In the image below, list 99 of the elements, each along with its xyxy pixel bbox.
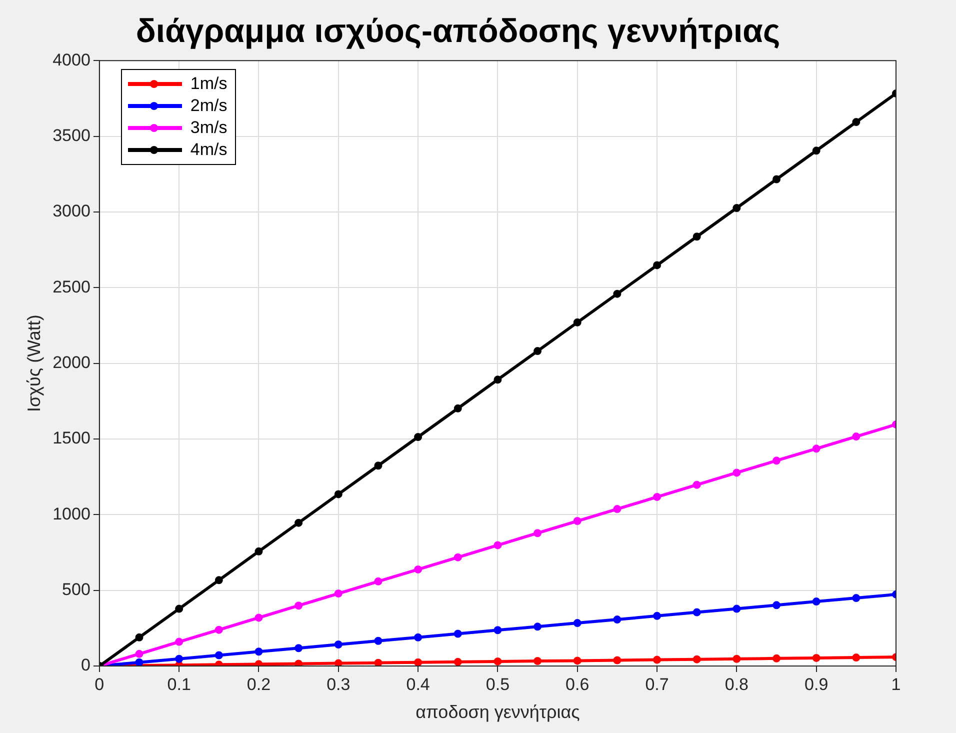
point — [692, 655, 701, 664]
point — [374, 462, 382, 470]
point — [613, 656, 622, 664]
point — [334, 659, 342, 666]
y-tick-label: 500 — [62, 580, 90, 600]
x-tick-label: 0.8 — [724, 674, 749, 694]
point — [494, 626, 502, 634]
point — [732, 468, 741, 477]
point — [414, 565, 422, 574]
point — [613, 290, 622, 298]
x-tick-label: 0.3 — [326, 674, 350, 694]
point — [772, 456, 781, 465]
x-axis-title: αποδοση γεννήτριας — [416, 702, 580, 722]
x-tick-label: 0.2 — [246, 674, 271, 694]
point — [414, 633, 422, 642]
point — [414, 658, 422, 666]
point — [653, 261, 662, 270]
point — [573, 517, 582, 526]
point — [334, 490, 342, 498]
point — [294, 660, 303, 666]
point — [812, 146, 820, 155]
x-tick-label: 0 — [94, 674, 104, 694]
x-tick-label: 1 — [891, 674, 901, 694]
point — [534, 657, 542, 666]
point — [613, 616, 622, 624]
point — [852, 432, 860, 441]
point — [454, 630, 462, 638]
point — [254, 614, 263, 622]
point — [334, 590, 342, 598]
legend-label: 4m/s — [190, 140, 228, 160]
point — [294, 518, 303, 527]
point — [653, 656, 662, 664]
point — [692, 608, 701, 616]
y-tick-label: 2500 — [52, 277, 90, 296]
y-axis-title: Ισχύς (Watt) — [24, 314, 44, 412]
point — [653, 492, 662, 501]
point — [214, 651, 223, 660]
point — [175, 654, 184, 663]
point — [135, 650, 144, 658]
point — [732, 604, 741, 613]
legend-label: 3m/s — [190, 118, 228, 138]
point — [254, 547, 263, 556]
point — [613, 505, 622, 514]
point — [135, 658, 144, 666]
point — [534, 622, 542, 631]
point — [534, 347, 542, 356]
point — [732, 654, 741, 663]
y-tick-label: 3000 — [52, 202, 90, 221]
point — [214, 626, 223, 634]
point — [334, 640, 342, 649]
y-tick-label: 3500 — [52, 126, 90, 145]
chart-title: διάγραμμα ισχύος-απόδοσης γεννήτριας — [136, 12, 780, 49]
point — [732, 204, 741, 212]
x-tick-label: 0.5 — [486, 674, 510, 694]
x-tick-label: 0.7 — [645, 674, 669, 694]
point — [534, 529, 542, 538]
point — [852, 594, 860, 602]
point — [294, 644, 303, 652]
point — [852, 118, 860, 126]
y-tick-label: 4000 — [52, 50, 90, 70]
point — [374, 636, 382, 645]
point — [414, 433, 422, 442]
point — [494, 541, 502, 550]
point — [573, 619, 582, 628]
point — [692, 480, 701, 489]
point — [812, 444, 820, 453]
y-tick-label: 2000 — [52, 352, 90, 372]
point — [812, 654, 820, 662]
point — [573, 318, 582, 326]
x-tick-label: 0.1 — [167, 674, 191, 694]
legend-label: 2m/s — [190, 96, 228, 116]
point — [772, 175, 781, 184]
point — [573, 656, 582, 665]
x-tick-label: 0.9 — [804, 674, 828, 694]
point — [254, 648, 263, 656]
point — [653, 612, 662, 620]
y-tick-label: 1500 — [52, 428, 90, 448]
x-tick-label: 0.4 — [406, 674, 430, 694]
point — [454, 553, 462, 562]
y-tick-label: 1000 — [52, 504, 90, 524]
point — [852, 654, 860, 662]
point — [494, 376, 502, 384]
point — [454, 658, 462, 666]
point — [294, 602, 303, 610]
point — [135, 633, 144, 642]
point — [494, 657, 502, 666]
point — [175, 638, 184, 646]
y-tick-label: 0 — [80, 656, 90, 675]
legend-label: 1m/s — [190, 74, 228, 94]
point — [214, 576, 223, 584]
point — [374, 577, 382, 586]
x-tick-label: 0.6 — [566, 674, 590, 694]
point — [772, 601, 781, 610]
point — [175, 604, 184, 613]
point — [454, 404, 462, 412]
point — [812, 598, 820, 606]
point — [374, 658, 382, 666]
point — [772, 654, 781, 662]
point — [692, 232, 701, 241]
